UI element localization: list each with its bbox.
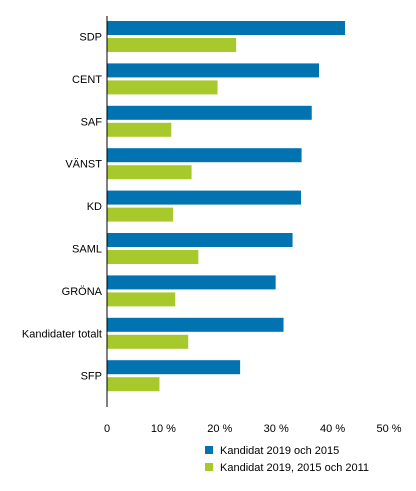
category-label: KD [87,201,102,213]
bar-vänst-series-1 [107,148,302,163]
bar-gröna-series-1 [107,275,276,290]
bar-kd-series-1 [107,190,302,205]
category-label: SFP [81,371,102,383]
legend-label-1: Kandidat 2019 och 2015 [220,445,339,457]
x-tick-label: 40 % [320,423,345,435]
legend-swatch-1 [205,446,213,454]
bar-gröna-series-2 [107,292,176,307]
category-label: SDP [79,32,102,44]
bar-cent-series-1 [107,63,320,78]
legend-label-2: Kandidat 2019, 2015 och 2011 [220,462,369,474]
x-tick-label: 50 % [376,423,401,435]
x-tick-label: 10 % [151,423,176,435]
legend-swatch-2 [205,463,213,471]
bar-saf-series-2 [107,122,172,137]
bar-kandidater-totalt-series-2 [107,334,189,349]
x-tick-label: 20 % [207,423,232,435]
category-label: SAF [81,116,103,128]
x-tick-label: 30 % [264,423,289,435]
category-label: Kandidater totalt [22,328,102,340]
bar-sdp-series-1 [107,21,346,35]
category-label: VÄNST [65,159,102,171]
category-label: CENT [72,74,102,86]
bars-layer [107,21,346,392]
bar-sfp-series-1 [107,360,241,375]
category-label: SAML [72,244,102,256]
bar-sfp-series-2 [107,377,160,392]
bar-cent-series-2 [107,80,218,95]
bar-saml-series-1 [107,233,293,247]
bar-sdp-series-2 [107,38,237,52]
category-label: GRÖNA [62,286,103,298]
bar-saf-series-1 [107,105,312,120]
x-tick-label: 0 [104,423,110,435]
bar-kd-series-2 [107,207,173,222]
bar-kandidater-totalt-series-1 [107,317,284,332]
category-labels: SDP CENT SAF VÄNST KD SAML GRÖNA Kandidater tot… [22,32,103,383]
x-axis-ticks: 0 10 % 20 % 30 % 40 % 50 % [104,423,402,435]
bar-vänst-series-2 [107,165,192,180]
legend: Kandidat 2019 och 2015 Kandidat 2019, 201… [205,445,369,474]
bar-saml-series-2 [107,250,199,264]
